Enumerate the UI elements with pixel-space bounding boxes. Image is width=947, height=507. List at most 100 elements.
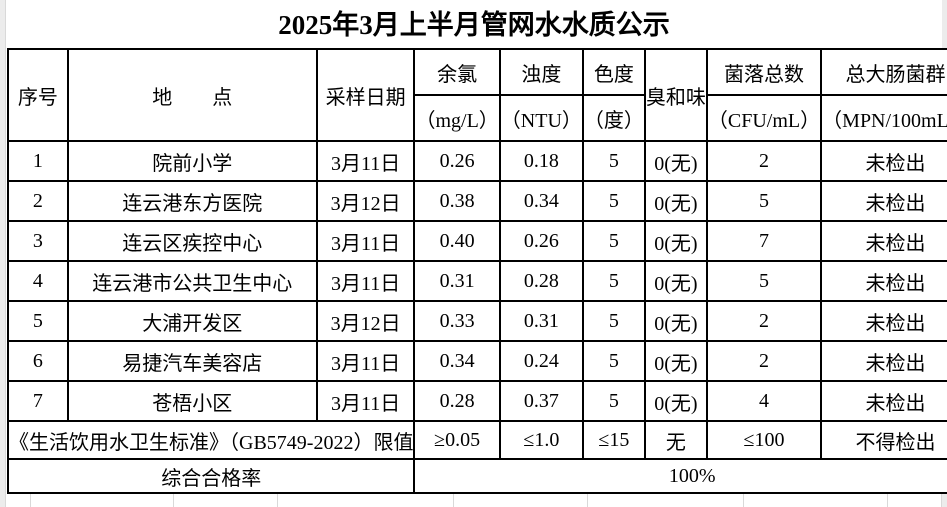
limit-color: ≤15 [581,420,646,460]
gridline-stub [887,493,888,507]
cell-odor: 0(无) [643,300,708,342]
cell-location: 连云区疾控中心 [66,220,318,262]
table-row: 1 院前小学 3月11日 0.26 0.18 5 0(无) 2 未检出 [7,140,947,182]
pass-rate-label: 综合合格率 [6,458,416,494]
cell-serial: 7 [7,380,69,422]
cell-chlorine: 0.26 [413,140,501,182]
cell-serial: 1 [7,140,69,182]
limit-chlorine: ≥0.05 [413,420,501,460]
cell-color: 5 [581,260,646,302]
limit-coliform: 不得检出 [820,420,947,460]
header-date: 采样日期 [315,48,416,142]
cell-serial: 5 [7,300,69,342]
header-chlorine: 余氯 [413,48,501,96]
cell-serial: 2 [7,180,69,222]
cell-odor: 0(无) [643,220,708,262]
water-quality-table: 序号 地 点 采样日期 余氯 浊度 色度 臭和味 菌落总数 总大肠菌群 （mg/… [6,48,947,494]
cell-colony: 4 [705,380,823,422]
header-odor: 臭和味 [643,48,708,142]
gridline-stub [587,493,588,507]
pass-rate-row: 综合合格率 100% [6,458,947,494]
limits-label: 《生活饮用水卫生标准》（GB5749-2022）限值 [6,420,416,460]
cell-turbidity: 0.24 [498,340,584,382]
cell-chlorine: 0.28 [413,380,501,422]
cell-chlorine: 0.34 [413,340,501,382]
cell-colony: 5 [705,180,823,222]
header-location: 地 点 [66,48,318,142]
cell-colony: 2 [705,300,823,342]
cell-color: 5 [581,140,646,182]
header-serial: 序号 [7,48,69,142]
cell-coliform: 未检出 [820,300,947,342]
cell-color: 5 [581,340,646,382]
cell-chlorine: 0.40 [413,220,501,262]
cell-location: 大浦开发区 [66,300,318,342]
cell-date: 3月11日 [315,340,416,382]
limit-turbidity: ≤1.0 [498,420,584,460]
cell-location: 院前小学 [66,140,318,182]
header-chlorine-unit: （mg/L） [413,94,501,142]
gridline-stub [453,493,454,507]
limits-row: 《生活饮用水卫生标准》（GB5749-2022）限值 ≥0.05 ≤1.0 ≤1… [6,420,947,460]
cell-coliform: 未检出 [820,140,947,182]
cell-odor: 0(无) [643,260,708,302]
cell-date: 3月11日 [315,380,416,422]
cell-odor: 0(无) [643,180,708,222]
gridline-stub [277,493,278,507]
cell-colony: 2 [705,140,823,182]
header-turbidity-unit: （NTU） [498,94,584,142]
limit-colony: ≤100 [705,420,823,460]
cell-chlorine: 0.31 [413,260,501,302]
cell-turbidity: 0.31 [498,300,584,342]
gridline-stub [30,493,31,507]
cell-serial: 6 [7,340,69,382]
cell-coliform: 未检出 [820,340,947,382]
gridline-stub [173,493,174,507]
cell-colony: 2 [705,340,823,382]
pass-rate-value: 100% [413,458,947,494]
gridline-stub [743,493,744,507]
header-turbidity: 浊度 [498,48,584,96]
cell-coliform: 未检出 [820,220,947,262]
table-row: 7 苍梧小区 3月11日 0.28 0.37 5 0(无) 4 未检出 [7,380,947,422]
cell-serial: 3 [7,220,69,262]
table-row: 6 易捷汽车美容店 3月11日 0.34 0.24 5 0(无) 2 未检出 [7,340,947,382]
table-row: 2 连云港东方医院 3月12日 0.38 0.34 5 0(无) 5 未检出 [7,180,947,222]
cell-date: 3月12日 [315,300,416,342]
cell-odor: 0(无) [643,380,708,422]
cell-odor: 0(无) [643,140,708,182]
header-colony: 菌落总数 [705,48,823,96]
cell-location: 苍梧小区 [66,380,318,422]
cell-chlorine: 0.33 [413,300,501,342]
cell-coliform: 未检出 [820,180,947,222]
cell-coliform: 未检出 [820,260,947,302]
cell-turbidity: 0.37 [498,380,584,422]
cell-chlorine: 0.38 [413,180,501,222]
cell-color: 5 [581,380,646,422]
cell-turbidity: 0.28 [498,260,584,302]
header-color: 色度 [581,48,646,96]
header-row-units: （mg/L） （NTU） （度） （CFU/mL） （MPN/100mL） [8,94,947,142]
cell-date: 3月12日 [315,180,416,222]
cell-date: 3月11日 [315,140,416,182]
cell-location: 易捷汽车美容店 [66,340,318,382]
table-row: 5 大浦开发区 3月12日 0.33 0.31 5 0(无) 2 未检出 [7,300,947,342]
table-row: 3 连云区疾控中心 3月11日 0.40 0.26 5 0(无) 7 未检出 [7,220,947,262]
header-color-unit: （度） [581,94,646,142]
cell-colony: 5 [705,260,823,302]
header-coliform: 总大肠菌群 [820,48,947,96]
cell-colony: 7 [705,220,823,262]
cell-location: 连云港市公共卫生中心 [66,260,318,302]
cell-location: 连云港东方医院 [66,180,318,222]
cell-color: 5 [581,180,646,222]
cell-odor: 0(无) [643,340,708,382]
header-coliform-unit: （MPN/100mL） [820,94,947,142]
cell-color: 5 [581,300,646,342]
page-title: 2025年3月上半月管网水水质公示 [6,0,942,48]
header-colony-unit: （CFU/mL） [705,94,823,142]
cell-date: 3月11日 [315,260,416,302]
cell-turbidity: 0.26 [498,220,584,262]
cell-turbidity: 0.18 [498,140,584,182]
limit-odor: 无 [643,420,708,460]
header-row-names: 序号 地 点 采样日期 余氯 浊度 色度 臭和味 菌落总数 总大肠菌群 [7,48,947,142]
